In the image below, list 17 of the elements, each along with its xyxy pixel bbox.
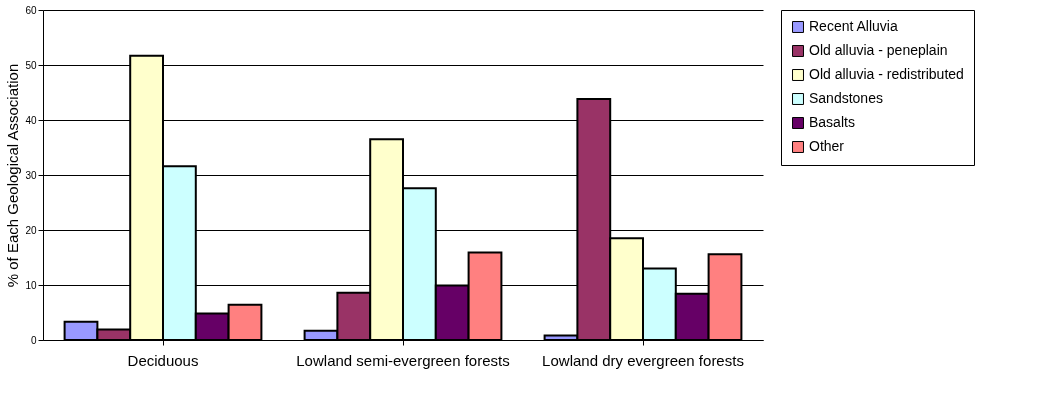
legend-label: Sandstones <box>809 90 883 106</box>
y-tick-label: 10 <box>25 279 37 291</box>
y-tick-label: 50 <box>25 59 37 71</box>
y-axis-title: % of Each Geological Association <box>4 63 22 288</box>
legend-label: Old alluvia - redistributed <box>809 66 964 82</box>
legend-label: Old alluvia - peneplain <box>809 42 948 58</box>
x-tick-label: Lowland semi-evergreen forests <box>296 351 510 369</box>
y-tick-label: 40 <box>25 114 37 126</box>
y-tick-label: 0 <box>30 334 37 346</box>
x-tick-label: Deciduous <box>127 351 199 369</box>
legend-label: Basalts <box>809 114 855 130</box>
y-tick-label: 20 <box>25 224 37 236</box>
y-tick-label: 30 <box>25 169 37 181</box>
legend-label: Other <box>809 138 845 154</box>
legend-label: Recent Alluvia <box>809 18 898 34</box>
y-tick-label: 60 <box>25 4 37 16</box>
x-tick-label: Lowland dry evergreen forests <box>542 351 744 369</box>
